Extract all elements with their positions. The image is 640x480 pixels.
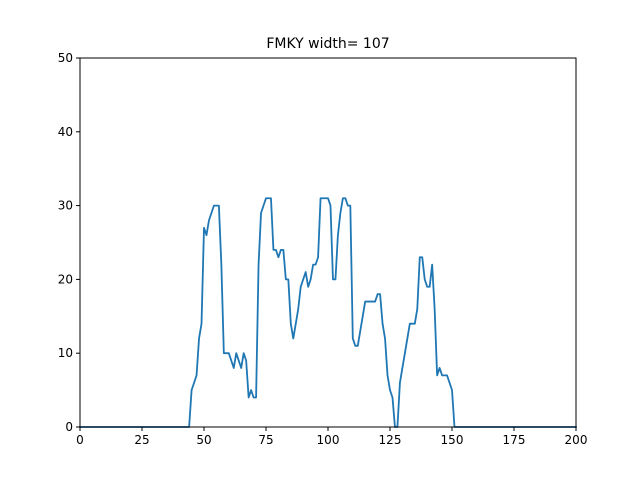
x-tick-label: 0 (76, 433, 84, 447)
y-tick-label: 50 (58, 51, 73, 65)
x-tick-label: 175 (503, 433, 526, 447)
y-tick-label: 0 (65, 420, 73, 434)
x-tick-label: 100 (317, 433, 340, 447)
x-tick-label: 50 (196, 433, 211, 447)
y-tick-label: 10 (58, 346, 73, 360)
y-tick-label: 40 (58, 125, 73, 139)
x-tick-label: 25 (134, 433, 149, 447)
series-line (79, 197, 577, 428)
chart-title: FMKY width= 107 (266, 36, 389, 52)
y-tick-label: 20 (58, 272, 73, 286)
y-tick-label: 30 (58, 199, 73, 213)
x-tick-label: 200 (565, 433, 588, 447)
x-tick-label: 75 (258, 433, 273, 447)
axes: 0 25 50 75 100 125 150 175 200 0 10 20 30 40 50 (58, 51, 588, 447)
plot-area (79, 197, 577, 428)
x-tick-label: 150 (441, 433, 464, 447)
x-tick-label: 125 (379, 433, 402, 447)
